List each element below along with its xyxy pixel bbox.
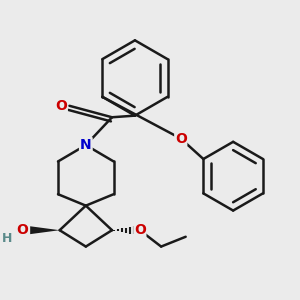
Polygon shape	[30, 226, 60, 234]
Text: O: O	[134, 223, 146, 237]
Text: O: O	[175, 131, 187, 146]
Text: O: O	[16, 223, 28, 237]
Text: H: H	[2, 232, 13, 245]
Text: O: O	[55, 99, 67, 113]
Text: N: N	[80, 138, 92, 152]
